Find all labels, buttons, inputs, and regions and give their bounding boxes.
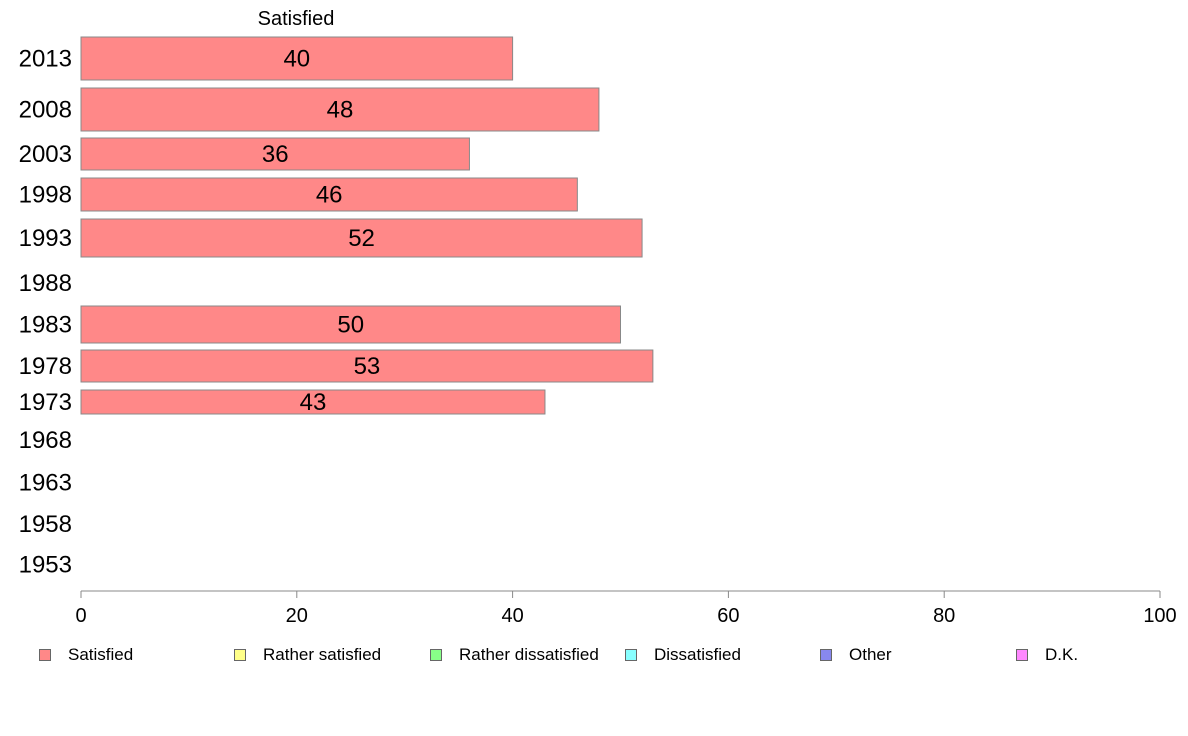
- bar: [80, 349, 654, 383]
- year-label: 1983: [19, 312, 72, 339]
- data-label: 50: [337, 312, 364, 339]
- legend-item: Other: [820, 644, 892, 666]
- legend-label: Satisfied: [68, 645, 134, 664]
- legend-swatch: [234, 649, 246, 661]
- year-label: 1978: [19, 353, 72, 380]
- x-tick-label: 0: [75, 605, 86, 627]
- data-label: 53: [354, 353, 381, 380]
- bar: [80, 389, 546, 415]
- year-label: 2003: [19, 141, 72, 168]
- legend-item: Dissatisfied: [625, 644, 741, 666]
- data-label: 52: [348, 225, 375, 252]
- legend-item: D.K.: [1016, 644, 1078, 666]
- legend-swatch: [625, 649, 637, 661]
- legend-swatch: [1016, 649, 1028, 661]
- legend-swatch: [430, 649, 442, 661]
- legend-item: Rather satisfied: [234, 644, 381, 666]
- y-axis-labels: 2013 2008 2003 1998 1993 1988 1983 1978 1973 1968…: [19, 46, 72, 579]
- bar: [80, 87, 600, 132]
- year-label: 1993: [19, 225, 72, 252]
- legend-label: Rather dissatisfied: [459, 645, 599, 664]
- data-label: 46: [316, 182, 343, 209]
- legend-swatch: [39, 649, 51, 661]
- x-tick-label: 20: [286, 605, 308, 627]
- x-axis: 0 20 40 60 80 100: [75, 590, 1177, 627]
- legend-label: Other: [849, 645, 892, 664]
- x-tick-label: 100: [1143, 605, 1176, 627]
- data-label: 43: [300, 389, 327, 416]
- bar: [80, 137, 470, 171]
- bar: [80, 218, 643, 258]
- legend-swatch: [820, 649, 832, 661]
- x-tick-label: 80: [933, 605, 955, 627]
- year-label: 1953: [19, 552, 72, 579]
- x-tick-label: 40: [501, 605, 523, 627]
- bar: [80, 177, 578, 212]
- data-label: 40: [283, 46, 310, 73]
- year-label: 2013: [19, 46, 72, 73]
- legend-label: Rather satisfied: [263, 645, 382, 664]
- bar: [80, 305, 621, 344]
- bar-chart: Satisfied 2013 2008 2003 1998 1993 1988 1983 19…: [19, 8, 1177, 627]
- bar: [80, 36, 514, 81]
- data-label: 36: [262, 141, 289, 168]
- chart-title: Satisfied: [258, 8, 335, 30]
- year-label: 2008: [19, 97, 72, 124]
- legend: Satisfied Rather satisfied Rather dissatis…: [0, 644, 1188, 668]
- year-label: 1963: [19, 470, 72, 497]
- x-tick-label: 60: [717, 605, 739, 627]
- year-label: 1973: [19, 389, 72, 416]
- year-label: 1968: [19, 427, 72, 454]
- legend-label: D.K.: [1045, 645, 1079, 664]
- year-label: 1998: [19, 182, 72, 209]
- year-label: 1988: [19, 270, 72, 297]
- legend-item: Rather dissatisfied: [430, 644, 599, 666]
- year-label: 1958: [19, 511, 72, 538]
- legend-label: Dissatisfied: [654, 645, 741, 664]
- legend-item: Satisfied: [39, 644, 133, 666]
- data-label: 48: [327, 97, 354, 124]
